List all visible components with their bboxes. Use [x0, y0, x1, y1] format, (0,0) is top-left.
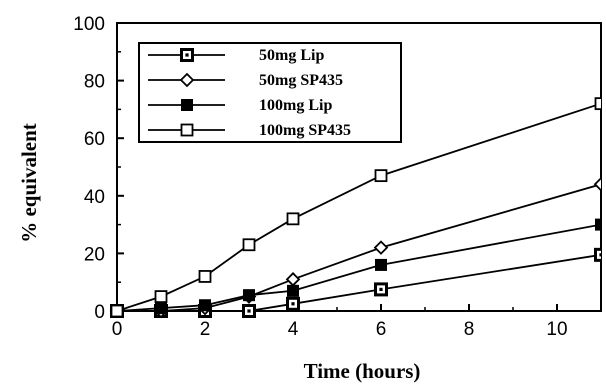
legend-marker-center [185, 53, 189, 57]
series-3 [110, 97, 601, 318]
legend-label: 100mg Lip [259, 97, 332, 114]
data-point [593, 177, 601, 192]
data-point-center [599, 253, 601, 257]
x-tick-label: 2 [200, 319, 211, 340]
y-tick-label: 20 [84, 244, 105, 265]
y-tick-label: 100 [73, 14, 105, 35]
data-point-center [291, 302, 295, 306]
data-point [154, 290, 168, 304]
series-1 [109, 177, 601, 319]
data-point-center [379, 287, 383, 291]
x-tick-label: 6 [376, 319, 387, 340]
legend: 50mg Lip 50mg SP435 100mg Lip 100mg SP435 [138, 42, 402, 143]
data-point [595, 218, 601, 231]
legend-label: 50mg Lip [259, 47, 324, 64]
series-line [117, 183, 601, 312]
data-point [374, 169, 388, 183]
series-2 [111, 218, 601, 317]
legend-label: 50mg SP435 [259, 72, 343, 89]
data-point [155, 302, 167, 315]
legend-marker [179, 72, 195, 88]
series-layer [109, 97, 601, 319]
data-point [285, 272, 301, 287]
x-tick-label: 8 [464, 319, 475, 340]
legend-label: 100mg SP435 [259, 122, 351, 139]
data-point [199, 299, 211, 312]
y-tick-label: 40 [84, 187, 105, 208]
data-point [110, 304, 124, 318]
y-tick-label: 80 [84, 72, 105, 93]
data-point [373, 240, 389, 255]
legend-marker [181, 99, 193, 111]
data-point [198, 270, 212, 283]
data-point [375, 258, 387, 271]
y-tick-label: 60 [84, 129, 105, 150]
x-tick-label: 10 [546, 319, 567, 340]
y-tick-label: 0 [94, 302, 105, 323]
x-tick-label: 0 [112, 319, 123, 340]
x-axis-title: Time (hours) [304, 359, 421, 383]
data-point [242, 238, 256, 252]
data-point-center [247, 309, 251, 313]
data-point [594, 247, 601, 262]
legend-marker [180, 123, 194, 137]
data-point [286, 212, 300, 226]
data-point [243, 289, 255, 302]
data-point [594, 97, 601, 111]
y-axis-title: % equivalent [17, 123, 41, 243]
data-point [287, 284, 299, 297]
x-tick-label: 4 [288, 319, 299, 340]
series-line [116, 223, 601, 312]
